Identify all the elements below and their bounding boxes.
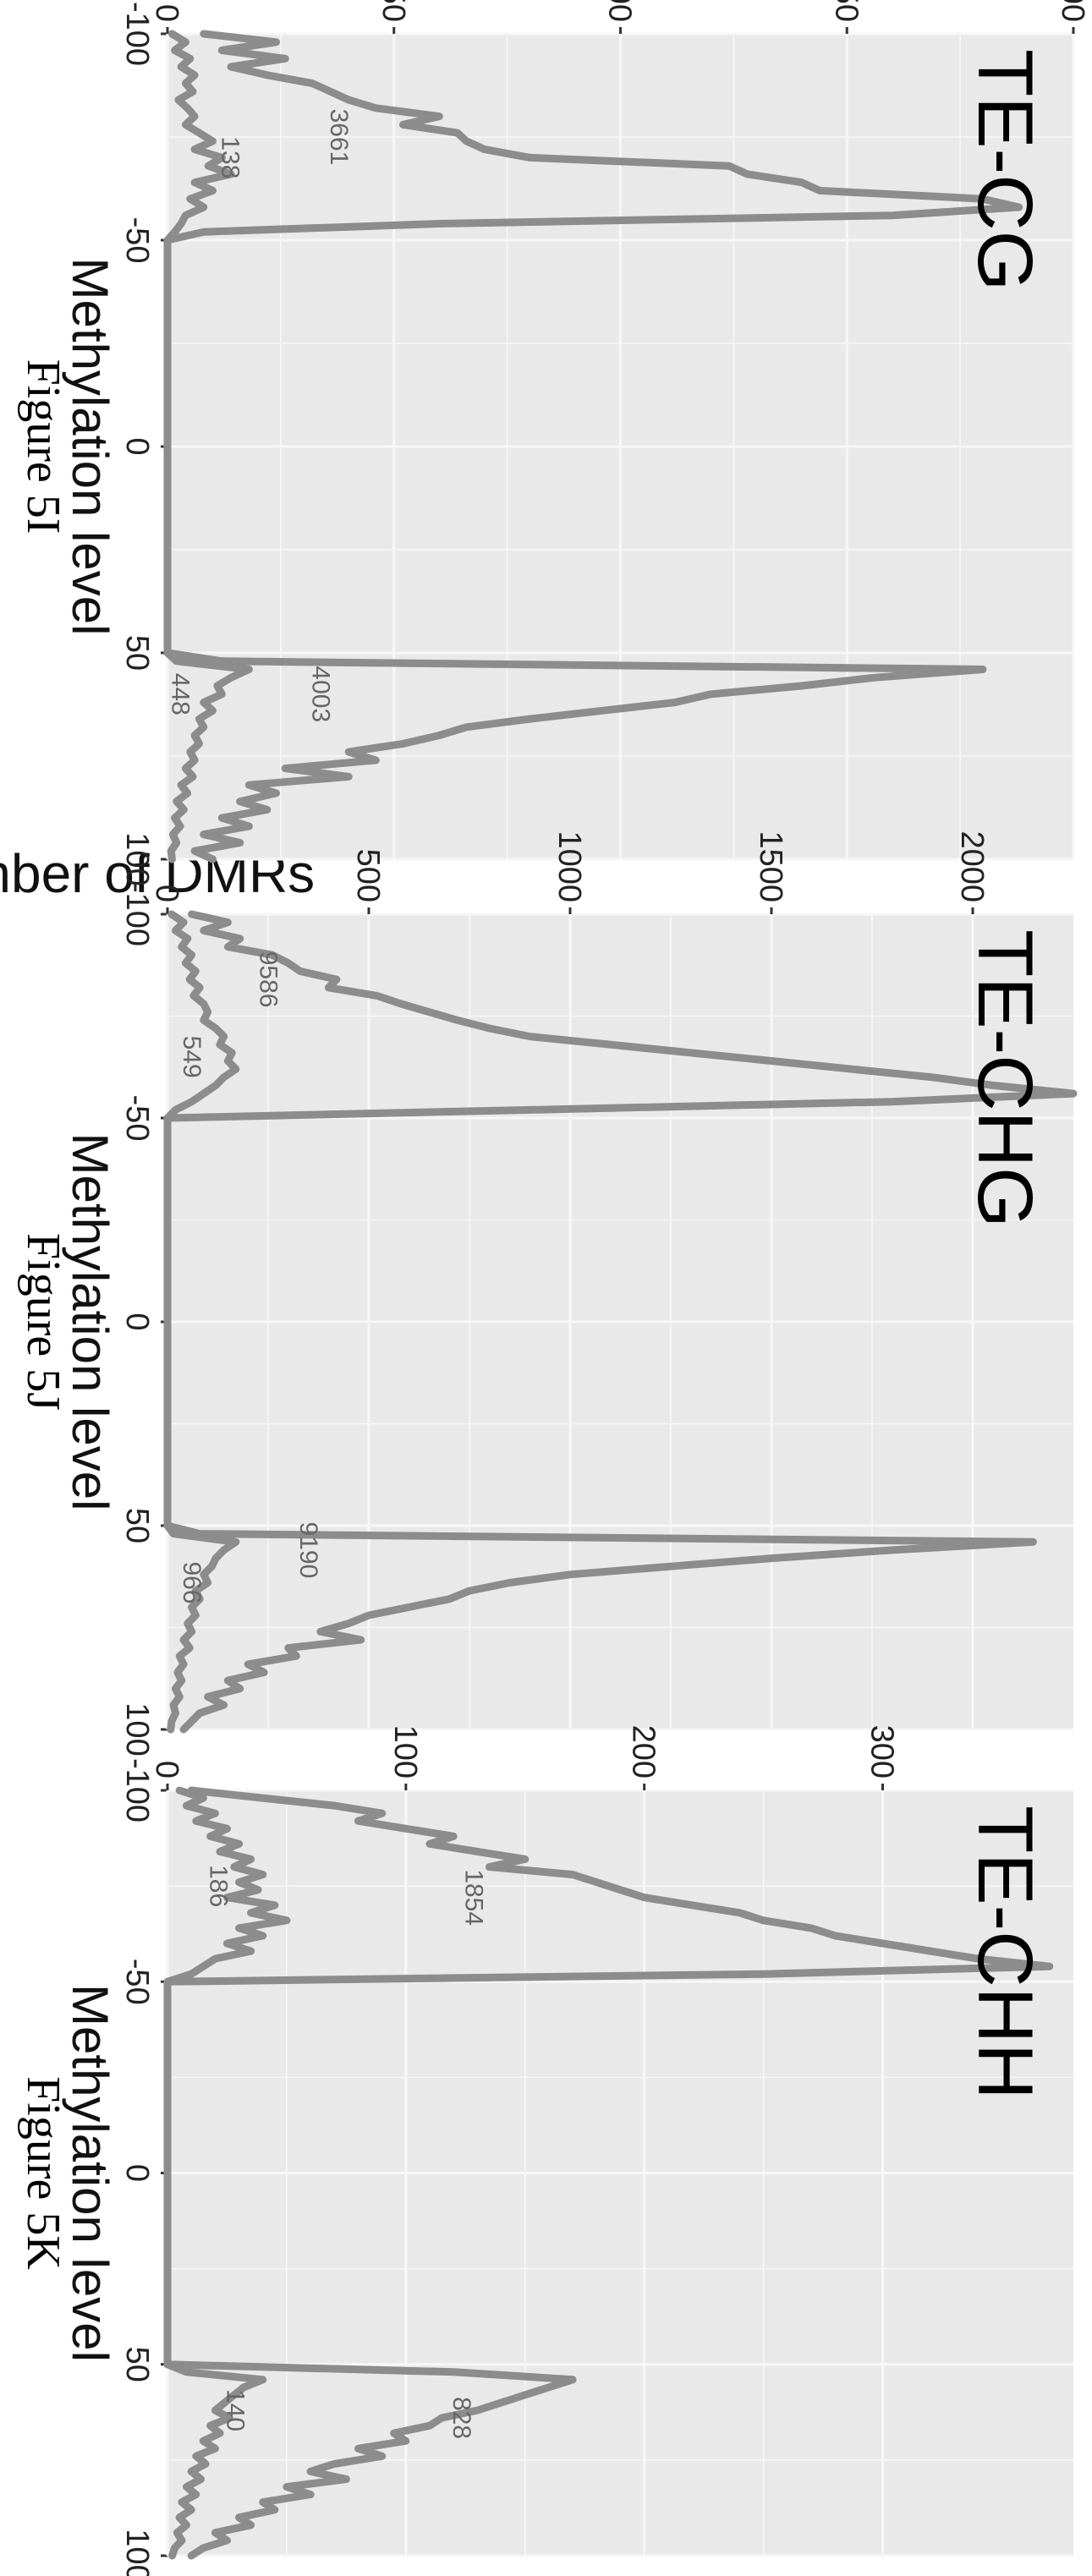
x-tick-label: 0 — [119, 2164, 155, 2182]
panels-container: -100-50050100025050075010003661138400344… — [17, 0, 1090, 2576]
y-tick-label: 250 — [376, 0, 411, 22]
x-tick-label: -50 — [119, 217, 155, 264]
y-tick-label: 1500 — [753, 830, 788, 902]
data-series-line-2 — [163, 30, 253, 863]
y-tick-label: 200 — [626, 1725, 661, 1779]
x-axis-title: Methylation level — [62, 1984, 118, 2362]
count-annotation: 186 — [205, 1865, 233, 1907]
x-tick-label: 0 — [119, 437, 155, 455]
panel-title: TE-CG — [962, 49, 1048, 291]
x-tick-label: -100 — [119, 1758, 155, 1822]
count-annotation: 549 — [178, 1036, 206, 1078]
count-annotation: 3661 — [325, 109, 353, 166]
y-tick-label: 0 — [149, 885, 184, 902]
panel-title: TE-CHH — [962, 1806, 1048, 2100]
y-tick-label: 0 — [149, 4, 184, 22]
y-tick-label: 100 — [387, 1725, 423, 1779]
x-tick-label: -100 — [119, 882, 155, 946]
x-tick-label: 50 — [119, 635, 155, 671]
count-annotation: 1854 — [459, 1869, 487, 1926]
y-tick-label: 500 — [602, 0, 638, 22]
count-annotation: 9586 — [254, 951, 282, 1008]
count-annotation: 138 — [216, 136, 244, 178]
x-tick-label: 100 — [119, 832, 155, 885]
chart-panel-3: -100 -50 0 50 100 0 100 200 300 1854 186 828 140 TE-C… — [17, 1725, 1073, 2576]
figure-caption: Figure 5J — [17, 1233, 69, 1411]
count-annotation: 4003 — [306, 666, 334, 722]
x-tick-label: -50 — [119, 1095, 155, 1142]
chart-panel-1: -100-50050100025050075010003661138400344… — [17, 0, 1090, 886]
y-tick-label: 2000 — [954, 830, 990, 902]
y-tick-label: 0 — [149, 1761, 184, 1779]
count-annotation: 966 — [178, 1561, 206, 1603]
x-tick-label: -50 — [119, 1959, 155, 2005]
data-series-line-2 — [163, 1786, 291, 2560]
y-tick-label: 500 — [350, 849, 386, 902]
panel-title: TE-CHG — [962, 929, 1048, 1228]
y-tick-label: 750 — [828, 0, 864, 22]
x-axis-title: Methylation level — [62, 1133, 118, 1511]
count-annotation: 828 — [447, 2397, 475, 2439]
y-tick-label: 300 — [864, 1725, 900, 1779]
x-tick-label: 50 — [119, 2347, 155, 2382]
y-tick-label: 1000 — [1055, 0, 1090, 22]
x-tick-label: 0 — [119, 1313, 155, 1330]
y-tick-label: 1000 — [551, 830, 587, 902]
count-annotation: 140 — [221, 2389, 249, 2431]
x-tick-label: 50 — [119, 1508, 155, 1543]
figure-caption: Figure 5K — [17, 2076, 69, 2270]
data-series-line-2 — [163, 910, 240, 1734]
x-tick-label: 100 — [119, 1702, 155, 1756]
x-tick-label: 100 — [119, 2529, 155, 2576]
figure-caption: Figure 5I — [17, 359, 69, 534]
x-tick-label: -100 — [119, 2, 155, 66]
count-annotation: 9190 — [294, 1522, 322, 1579]
x-axis-title: Methylation level — [62, 258, 118, 636]
count-annotation: 448 — [166, 673, 194, 715]
